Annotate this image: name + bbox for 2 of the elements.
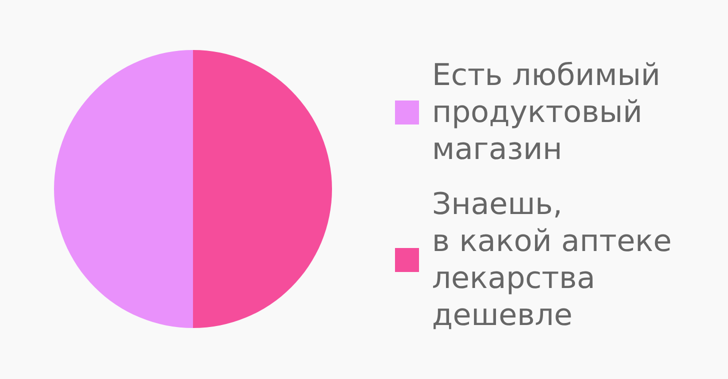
legend-label: Есть любимый продуктовый магазин	[432, 58, 660, 167]
legend-label: Знаешь, в какой аптеке лекарства дешевле	[432, 187, 672, 333]
